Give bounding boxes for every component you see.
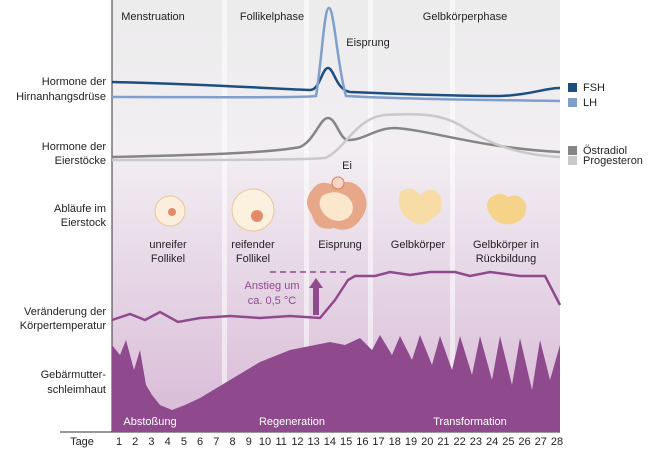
day-label: 19	[405, 436, 417, 448]
legend-swatch	[568, 156, 577, 165]
hormone-curves	[111, 6, 561, 162]
rise-arrow	[309, 278, 323, 315]
day-label: 17	[372, 436, 384, 448]
row-label: Eierstock	[61, 217, 107, 229]
stage-label: Follikel	[236, 253, 270, 265]
lh-curve	[111, 6, 561, 103]
day-labels: 1 2 3 4 5 6 7 8 9 10 11 12 13 14 15 16 17 18 19 20 21 22 23 24 2…	[116, 436, 563, 448]
row-label: Abläufe im	[54, 203, 106, 215]
day-label: 23	[470, 436, 482, 448]
legend-swatch	[568, 98, 577, 107]
day-label: 6	[197, 436, 203, 448]
follicles	[154, 176, 527, 232]
day-label: 8	[229, 436, 235, 448]
row-label: Hormone der	[42, 141, 107, 153]
endometrium	[112, 335, 560, 432]
day-label: 2	[132, 436, 138, 448]
stage-label: unreifer	[149, 239, 187, 251]
stage-label: Gelbkörper in	[473, 239, 539, 251]
day-label: 26	[518, 436, 530, 448]
phase-label: Gelbkörperphase	[423, 11, 507, 23]
legend-swatch	[568, 83, 577, 92]
day-label: 16	[356, 436, 368, 448]
day-label: 10	[259, 436, 271, 448]
day-label: 5	[181, 436, 187, 448]
stage-label: reifender	[231, 239, 275, 251]
temperature-note: Anstieg um	[244, 280, 299, 292]
row-label: Veränderung der	[24, 306, 106, 318]
day-label: 25	[502, 436, 514, 448]
legend-label: Östradiol	[583, 145, 627, 157]
follicle-icon	[168, 208, 176, 216]
phase-label: Follikelphase	[240, 11, 304, 23]
stage-label: Rückbildung	[476, 253, 537, 265]
day-label: 12	[291, 436, 303, 448]
row-label: Körpertemperatur	[20, 320, 107, 332]
follicle-icon	[231, 188, 275, 232]
day-label: 22	[454, 436, 466, 448]
day-label: 24	[486, 436, 498, 448]
corpus-albicans	[487, 193, 527, 225]
day-label: 7	[213, 436, 219, 448]
legend: FSH LH Östradiol Progesteron	[568, 82, 643, 167]
day-label: 4	[165, 436, 171, 448]
axis-label: Tage	[70, 436, 94, 448]
row-label: Hirnanhangsdrüse	[16, 91, 106, 103]
row-labels: Hormone der Hirnanhangsdrüse Hormone der…	[16, 76, 106, 396]
stage-label: Gelbkörper	[391, 239, 446, 251]
follicle-icon	[251, 210, 263, 222]
stage-labels: unreifer Follikel reifender Follikel Eis…	[149, 239, 539, 265]
day-label: 18	[389, 436, 401, 448]
day-label: 14	[324, 436, 336, 448]
legend-label: Progesteron	[583, 155, 643, 167]
stage-label: Eisprung	[318, 239, 361, 251]
phase-label: Menstruation	[121, 11, 185, 23]
day-label: 3	[148, 436, 154, 448]
day-label: 9	[246, 436, 252, 448]
estradiol-curve	[111, 116, 561, 159]
row-label: Gebärmutter-	[41, 369, 107, 381]
row-label: schleimhaut	[47, 384, 106, 396]
temperature-note: ca. 0,5 °C	[248, 295, 296, 307]
fsh-curve	[111, 66, 561, 98]
day-label: 11	[276, 436, 287, 448]
phase-stripes	[222, 0, 455, 432]
ruptured-follicle	[319, 192, 353, 221]
day-label: 27	[535, 436, 547, 448]
row-label: Hormone der	[42, 76, 107, 88]
day-label: 20	[421, 436, 433, 448]
row-label: Eierstöcke	[55, 155, 106, 167]
day-label: 13	[308, 436, 320, 448]
progesterone-curve	[111, 112, 561, 162]
day-label: 15	[340, 436, 352, 448]
legend-label: FSH	[583, 82, 605, 94]
endometrium-phase: Transformation	[433, 416, 507, 428]
endometrium-phase: Abstoßung	[123, 416, 176, 428]
legend-swatch	[568, 146, 577, 155]
day-label: 1	[116, 436, 122, 448]
temperature-curve	[111, 270, 562, 324]
legend-label: LH	[583, 97, 597, 109]
day-label: 21	[437, 436, 449, 448]
egg-icon	[331, 176, 345, 190]
corpus-luteum	[399, 188, 442, 225]
egg-label: Ei	[342, 160, 352, 172]
ovulation-label: Eisprung	[346, 37, 389, 49]
day-label: 28	[551, 436, 563, 448]
endometrium-phase: Regeneration	[259, 416, 325, 428]
stage-label: Follikel	[151, 253, 185, 265]
